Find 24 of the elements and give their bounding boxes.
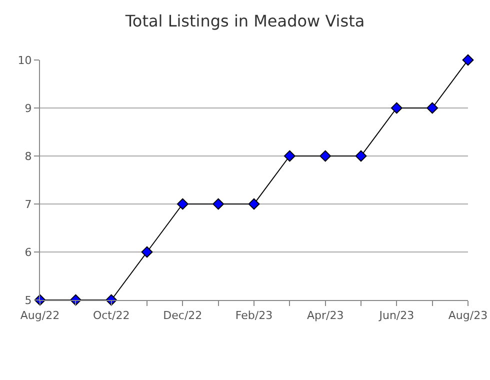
point <box>320 150 332 162</box>
y-tick-label: 9 <box>24 102 32 115</box>
x-tick-label: Aug/22 <box>20 309 60 322</box>
y-tick-label: 10 <box>18 54 32 67</box>
point <box>141 246 153 258</box>
y-tick-label: 6 <box>24 246 32 259</box>
y-tick-label: 7 <box>24 198 32 211</box>
y-tick-label: 8 <box>24 150 32 163</box>
point <box>176 198 188 210</box>
x-tick-label: Apr/23 <box>306 309 344 322</box>
point <box>248 198 260 210</box>
x-tick-label: Oct/22 <box>92 309 130 322</box>
point <box>355 150 367 162</box>
y-tick-label: 5 <box>24 294 32 307</box>
x-tick-label: Jun/23 <box>378 309 414 322</box>
point <box>462 54 474 66</box>
x-tick-label: Aug/23 <box>448 309 488 322</box>
point <box>284 150 296 162</box>
x-tick-label: Dec/22 <box>163 309 202 322</box>
point <box>212 198 224 210</box>
x-tick-label: Feb/23 <box>235 309 273 322</box>
chart-title: Total Listings in Meadow Vista <box>124 11 365 30</box>
point <box>426 102 438 114</box>
point <box>390 102 402 114</box>
